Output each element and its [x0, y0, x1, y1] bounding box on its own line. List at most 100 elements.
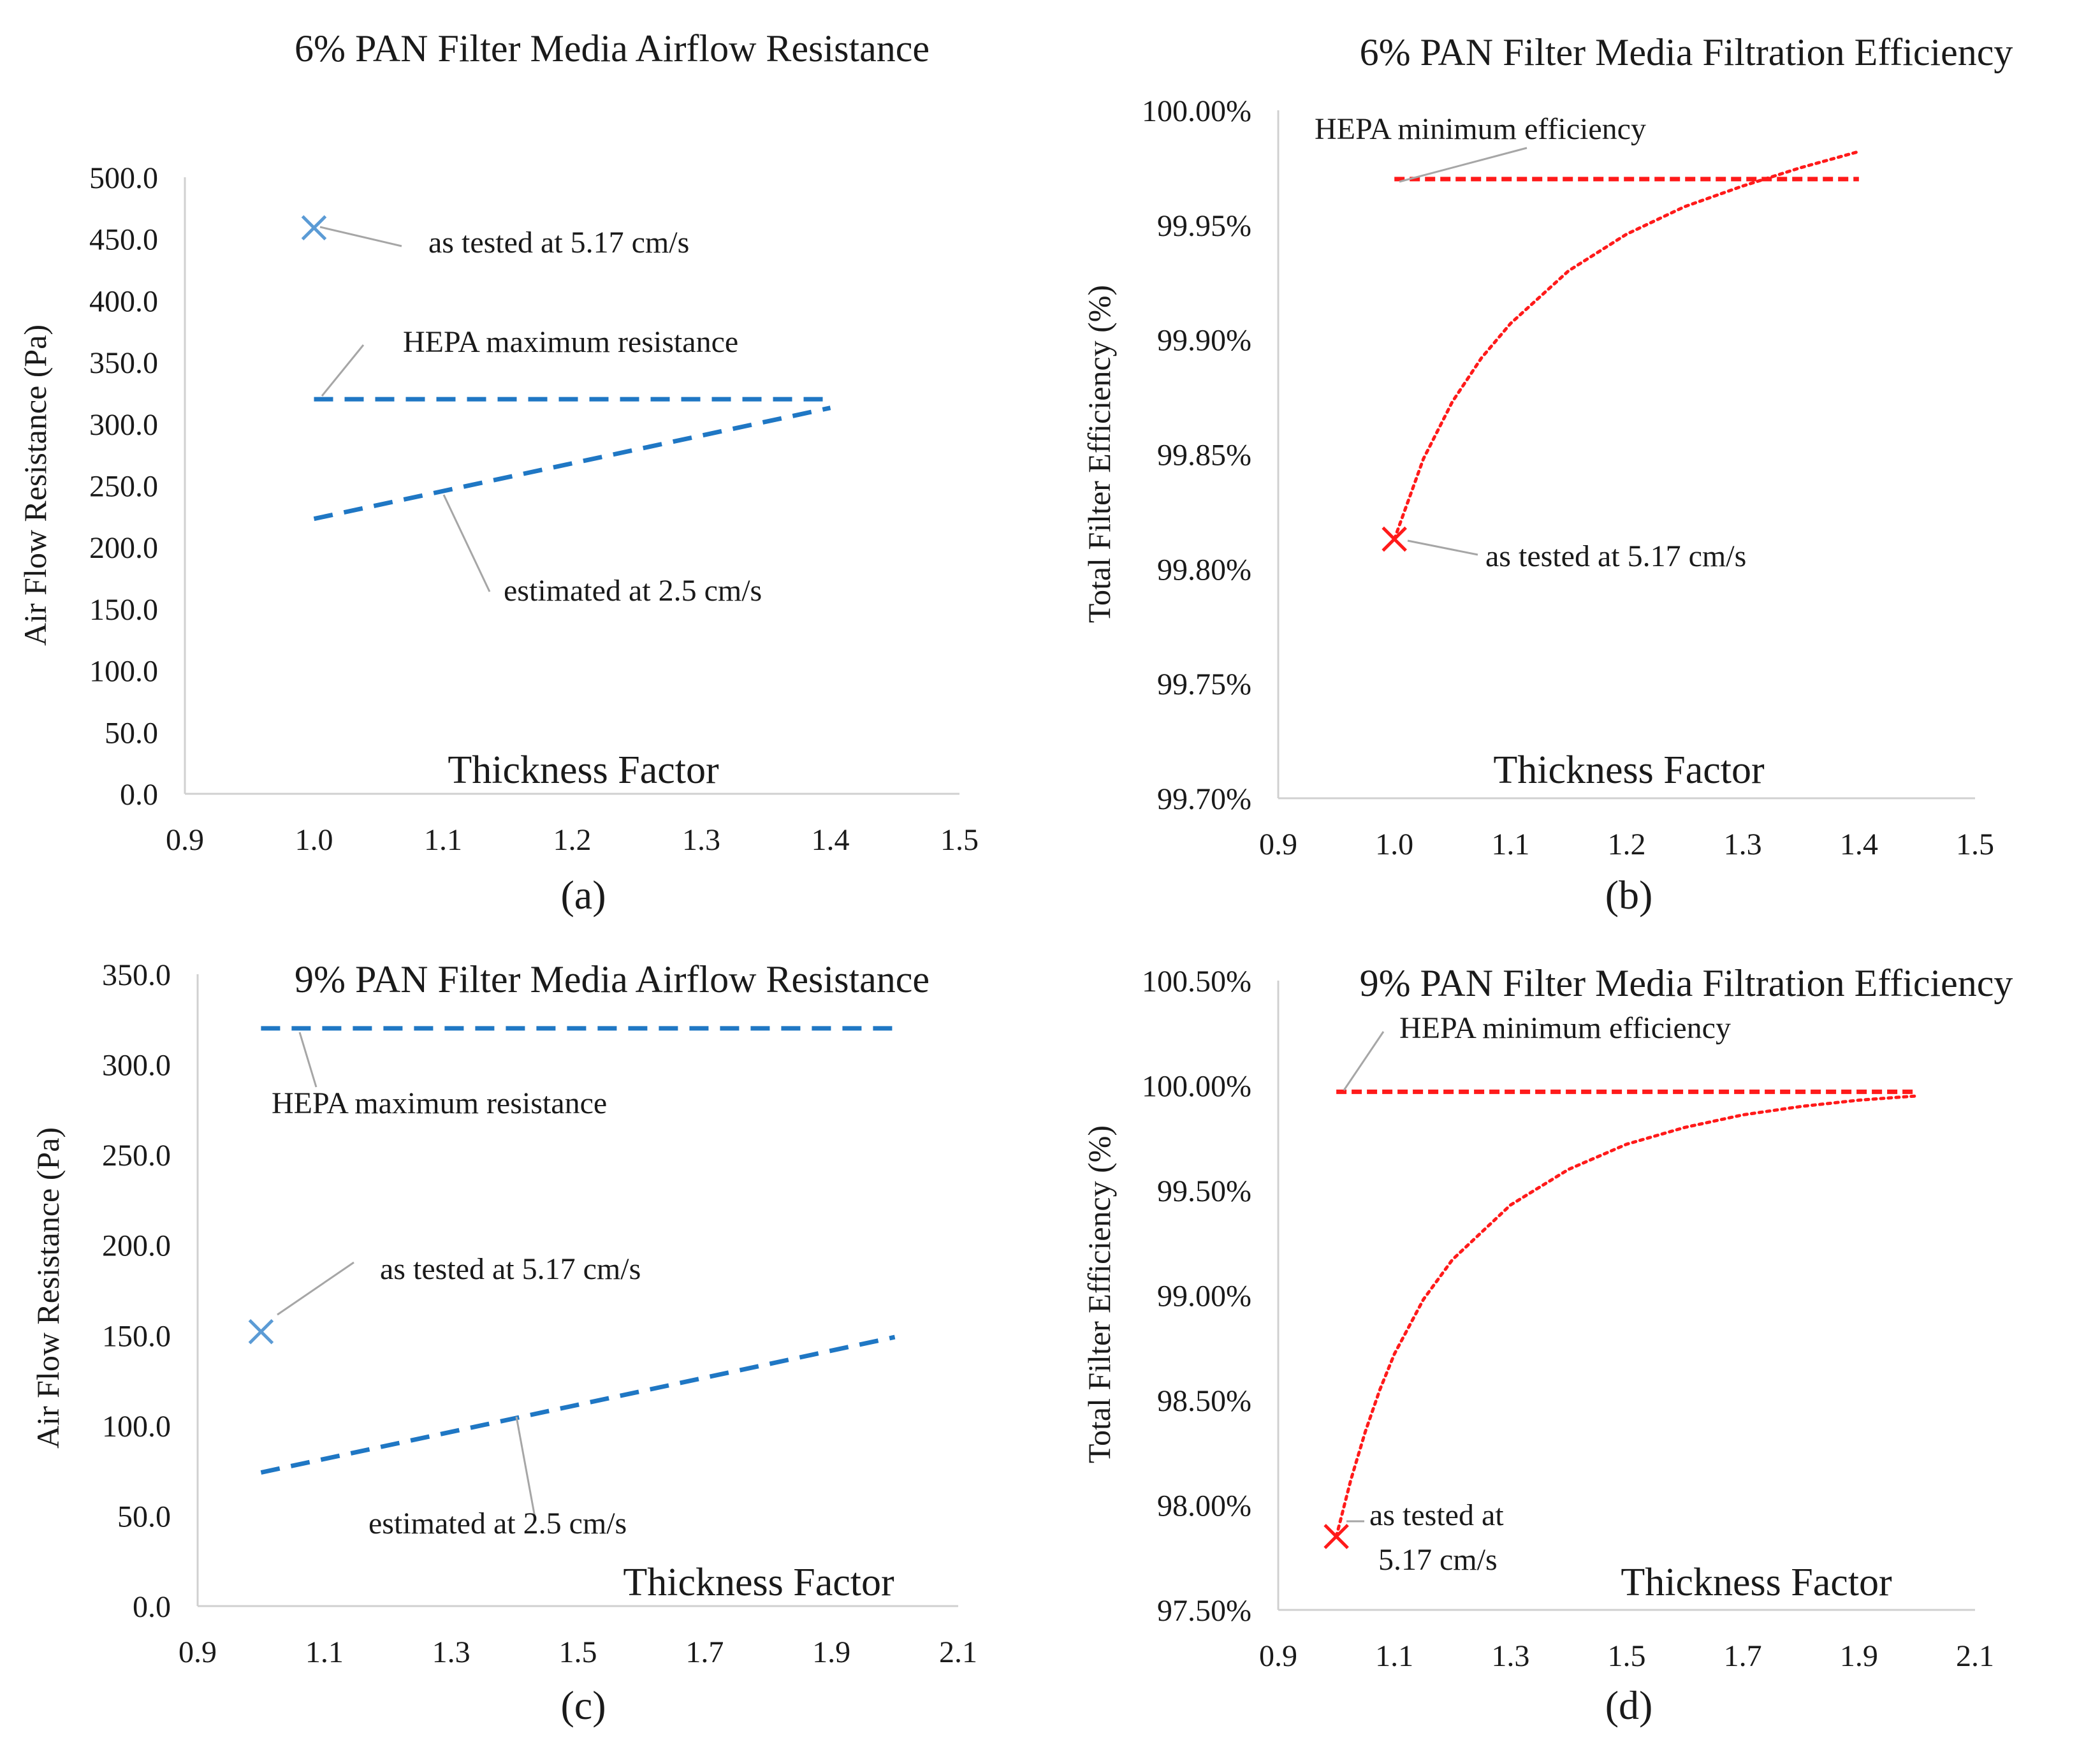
- y-tick-label: 50.0: [117, 1500, 171, 1533]
- y-tick-label: 50.0: [105, 716, 158, 750]
- data-point-as-tested: [1323, 1524, 1349, 1549]
- x-tick-label: 1.2: [1608, 828, 1646, 861]
- annotation-leader: [321, 344, 365, 397]
- annotation-leader: [1343, 1031, 1385, 1091]
- y-tick-label: 99.50%: [1157, 1174, 1251, 1208]
- annotation-leader: [515, 1416, 537, 1521]
- x-tick-label: 1.1: [1375, 1639, 1413, 1673]
- annotation-text: as tested at 5.17 cm/s: [1369, 1498, 1504, 1577]
- x-axis-label: Thickness Factor: [448, 749, 719, 792]
- y-tick-label: 500.0: [89, 161, 158, 195]
- y-tick-label: 200.0: [89, 531, 158, 565]
- x-tick-label: 1.3: [1491, 1639, 1529, 1673]
- y-tick-label: 99.90%: [1157, 324, 1251, 358]
- x-tick-label: 1.0: [1375, 828, 1413, 861]
- y-tick-label: 100.00%: [1142, 94, 1251, 128]
- x-tick-label: 1.1: [424, 823, 462, 857]
- annotation-text: HEPA minimum efficiency: [1315, 112, 1646, 146]
- y-tick-label: 97.50%: [1157, 1594, 1251, 1628]
- annotation-leader: [442, 494, 491, 592]
- efficiency-curve: [1392, 150, 1861, 541]
- annotation-line: as tested at 5.17 cm/s: [428, 226, 689, 259]
- data-point-as-tested: [1382, 526, 1407, 552]
- y-axis-label: Total Filter Efficiency (%): [1081, 1125, 1117, 1463]
- panel-label: (d): [1605, 1683, 1653, 1728]
- x-tick-label: 1.3: [682, 823, 720, 857]
- y-tick-label: 99.70%: [1157, 782, 1251, 816]
- annotation-line: 5.17 cm/s: [1378, 1543, 1498, 1577]
- annotation-line: as tested at: [1369, 1498, 1504, 1532]
- data-point-as-tested: [301, 215, 327, 241]
- x-tick-label: 1.9: [1840, 1639, 1878, 1673]
- annotation-text: HEPA minimum efficiency: [1399, 1011, 1731, 1045]
- x-tick-label: 0.9: [1259, 1639, 1297, 1673]
- marker-stroke: [1382, 526, 1407, 552]
- x-tick-label: 1.7: [685, 1635, 724, 1669]
- x-tick-label: 1.7: [1724, 1639, 1762, 1673]
- y-tick-label: 250.0: [102, 1139, 171, 1173]
- x-tick-label: 1.3: [1724, 828, 1762, 861]
- x-tick-label: 1.5: [559, 1635, 597, 1669]
- annotation-line: HEPA minimum efficiency: [1315, 112, 1646, 146]
- x-tick-label: 1.1: [305, 1635, 344, 1669]
- panel-label: (b): [1605, 872, 1653, 917]
- chart-title: 9% PAN Filter Media Filtration Efficienc…: [1360, 962, 2013, 1004]
- y-tick-label: 100.00%: [1142, 1070, 1251, 1104]
- annotation-text: HEPA maximum resistance: [272, 1086, 607, 1120]
- annotation-leader: [319, 226, 402, 247]
- y-tick-label: 0.0: [133, 1590, 171, 1624]
- marker-stroke: [1323, 1524, 1349, 1549]
- x-tick-label: 1.2: [553, 823, 592, 857]
- y-tick-label: 350.0: [89, 346, 158, 380]
- x-axis-label: Thickness Factor: [623, 1561, 894, 1604]
- x-tick-label: 0.9: [179, 1635, 217, 1669]
- efficiency-curve: [1334, 1094, 1919, 1538]
- y-tick-label: 400.0: [89, 284, 158, 318]
- annotation-leader: [277, 1261, 354, 1316]
- x-tick-label: 0.9: [1259, 828, 1297, 861]
- marker-stroke: [248, 1319, 274, 1345]
- x-tick-label: 1.5: [1956, 828, 1994, 861]
- annotation-leader: [298, 1032, 317, 1088]
- annotation-line: HEPA minimum efficiency: [1399, 1011, 1731, 1045]
- chart-title: 9% PAN Filter Media Airflow Resistance: [295, 958, 930, 1000]
- y-tick-label: 0.0: [120, 778, 158, 812]
- y-tick-label: 99.85%: [1157, 439, 1251, 472]
- x-axis-label: Thickness Factor: [1621, 1561, 1892, 1604]
- annotation-leader: [1407, 539, 1478, 556]
- annotation-text: as tested at 5.17 cm/s: [428, 226, 689, 259]
- y-tick-label: 100.0: [89, 655, 158, 689]
- y-tick-label: 98.50%: [1157, 1384, 1251, 1418]
- y-axis-label: Air Flow Resistance (Pa): [30, 1127, 66, 1449]
- annotation-text: HEPA maximum resistance: [403, 325, 738, 359]
- x-tick-label: 1.0: [295, 823, 333, 857]
- x-tick-label: 1.3: [432, 1635, 470, 1669]
- x-tick-label: 1.5: [940, 823, 979, 857]
- x-axis-label: Thickness Factor: [1493, 749, 1765, 792]
- annotation-line: estimated at 2.5 cm/s: [368, 1507, 627, 1540]
- annotation-line: as tested at 5.17 cm/s: [1485, 539, 1746, 573]
- y-tick-label: 99.75%: [1157, 668, 1251, 701]
- y-axis-label: Air Flow Resistance (Pa): [17, 325, 53, 646]
- charts: 6% PAN Filter Media Airflow Resistance Th…: [17, 27, 2013, 1728]
- x-tick-label: 2.1: [939, 1635, 977, 1669]
- y-tick-label: 100.0: [102, 1410, 171, 1443]
- chart-title: 6% PAN Filter Media Airflow Resistance: [295, 27, 930, 69]
- annotation-text: estimated at 2.5 cm/s: [368, 1507, 627, 1540]
- y-tick-label: 100.50%: [1142, 965, 1251, 998]
- y-tick-label: 99.95%: [1157, 209, 1251, 243]
- y-tick-label: 150.0: [102, 1319, 171, 1353]
- annotation-leader: [1399, 147, 1528, 183]
- y-tick-label: 200.0: [102, 1229, 171, 1263]
- chart-panel-a: 6% PAN Filter Media Airflow Resistance Th…: [17, 27, 979, 917]
- annotation-line: as tested at 5.17 cm/s: [380, 1252, 641, 1286]
- estimated-line: [260, 1334, 896, 1475]
- chart-panel-b: 6% PAN Filter Media Filtration Efficienc…: [1081, 31, 2013, 917]
- x-tick-label: 1.1: [1491, 828, 1529, 861]
- chart-panel-c: 9% PAN Filter Media Airflow Resistance Th…: [30, 958, 977, 1728]
- chart-title: 6% PAN Filter Media Filtration Efficienc…: [1360, 31, 2013, 73]
- annotation-line: HEPA maximum resistance: [272, 1086, 607, 1120]
- y-tick-label: 150.0: [89, 593, 158, 627]
- x-tick-label: 2.1: [1956, 1639, 1994, 1673]
